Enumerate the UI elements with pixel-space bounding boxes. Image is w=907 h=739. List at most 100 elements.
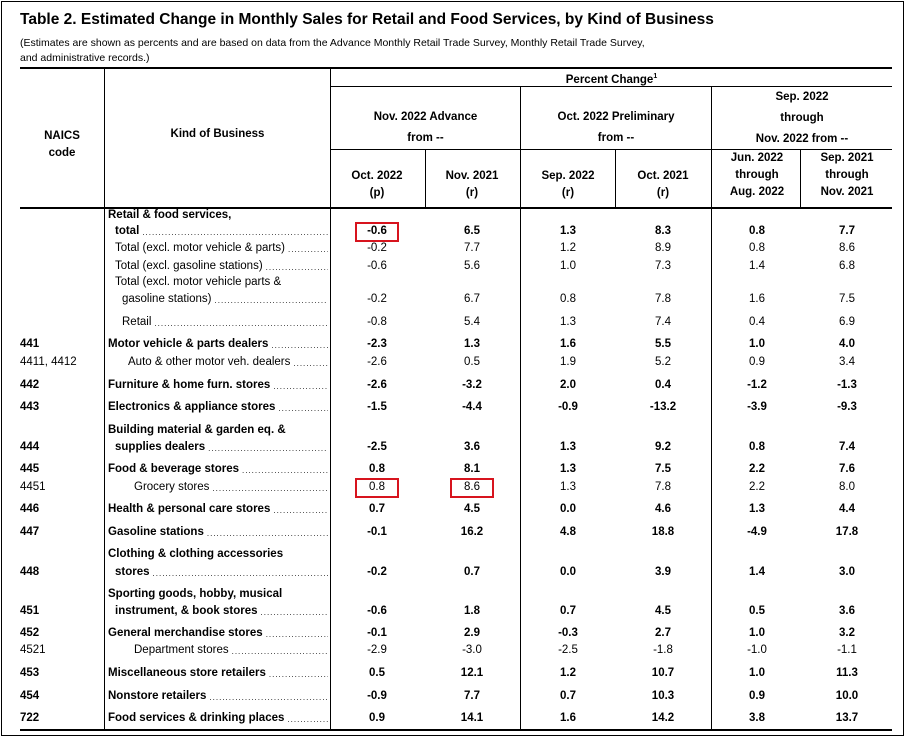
header-group2-line1: Oct. 2022 Preliminary [557, 111, 675, 123]
table-cell: 0.8 [369, 463, 385, 475]
table-cell: -0.6 [367, 260, 387, 272]
column-header-1-line1: Oct. 2022 [351, 170, 403, 182]
table-cell: 1.0 [560, 260, 576, 272]
naics-code: 722 [20, 712, 40, 724]
table-cell: -1.5 [367, 401, 387, 413]
table-cell: -2.6 [367, 379, 387, 391]
col-divider-3 [800, 149, 801, 207]
header-bottom-rule [20, 207, 892, 209]
table-cell: 0.5 [749, 605, 765, 617]
table-cell: 1.2 [560, 242, 576, 254]
table-cell: 4.8 [560, 526, 576, 538]
table-cell: -3.9 [747, 401, 767, 413]
table-cell: -1.1 [837, 644, 857, 656]
table-cell: 0.8 [749, 225, 765, 237]
table-cell: 1.8 [464, 605, 480, 617]
table-cell: 0.8 [369, 481, 385, 493]
header-group3-line3: Nov. 2022 from -- [755, 133, 849, 145]
table-cell: 0.7 [560, 690, 576, 702]
kind-of-business-label: Miscellaneous store retailers [108, 667, 266, 679]
kind-of-business-label: Grocery stores [134, 481, 210, 493]
column-header-5-line2: through [735, 169, 779, 181]
naics-code: 446 [20, 503, 40, 515]
table-cell: 8.0 [839, 481, 855, 493]
table-subtitle-line2: and administrative records.) [20, 52, 150, 64]
table-cell: -2.5 [558, 644, 578, 656]
header-group1-line1: Nov. 2022 Advance [373, 111, 478, 123]
table-cell: 1.0 [749, 627, 765, 639]
table-cell: 7.4 [839, 441, 855, 453]
table-cell: -0.9 [558, 401, 578, 413]
header-group-oct-preliminary: Oct. 2022 Preliminary from -- [521, 109, 711, 147]
naics-code: 448 [20, 566, 40, 578]
leader-dots: ........................................… [278, 404, 328, 413]
header-group2-line2: from -- [597, 132, 635, 144]
table-cell: 2.7 [655, 627, 671, 639]
group-divider-2 [711, 86, 712, 730]
table-cell: -2.6 [367, 356, 387, 368]
leader-dots: ........................................… [214, 296, 329, 305]
table-cell: 14.2 [651, 712, 675, 724]
table-cell: 6.8 [839, 260, 855, 272]
column-header-5: Jun. 2022 through Aug. 2022 [712, 150, 802, 201]
leader-dots: ........................................… [273, 382, 328, 391]
table-cell: 7.7 [839, 225, 855, 237]
kind-of-business-label: Retail [122, 316, 152, 328]
column-header-1: Oct. 2022 (p) [332, 168, 422, 202]
leader-dots: ........................................… [268, 670, 328, 679]
table-cell: 9.2 [655, 441, 671, 453]
code-column-rule [104, 67, 105, 730]
table-cell: 7.3 [655, 260, 671, 272]
column-header-4-line1: Oct. 2021 [637, 170, 689, 182]
table-cell: -0.6 [367, 605, 387, 617]
header-group1-line2: from -- [407, 132, 444, 144]
leader-dots: ........................................… [152, 569, 328, 578]
naics-code: 444 [20, 441, 40, 453]
column-header-4: Oct. 2021 (r) [618, 168, 708, 202]
table-cell: 14.1 [460, 712, 484, 724]
table-cell: 3.0 [839, 566, 855, 578]
column-header-2-line1: Nov. 2021 [445, 170, 499, 182]
kind-of-business-label: Furniture & home furn. stores [108, 379, 271, 391]
column-header-3-line1: Sep. 2022 [541, 170, 595, 182]
table-cell: 1.3 [560, 316, 576, 328]
table-cell: 0.4 [655, 379, 671, 391]
table-cell: 3.4 [839, 356, 855, 368]
table-cell: 6.5 [464, 225, 480, 237]
table-cell: 10.7 [651, 667, 675, 679]
table-cell: 4.0 [839, 338, 855, 350]
table-cell: 16.2 [460, 526, 484, 538]
kind-of-business-label: Total (excl. gasoline stations) [115, 260, 263, 272]
table-cell: 3.8 [749, 712, 765, 724]
naics-code: 451 [20, 605, 40, 617]
column-header-6-line1: Sep. 2021 [820, 152, 874, 164]
kind-of-business-label: Total (excl. motor vehicle & parts) [115, 242, 286, 254]
kind-of-business-prefix: Clothing & clothing accessories [108, 548, 284, 560]
table-cell: 10.0 [835, 690, 859, 702]
header-group3-line1: Sep. 2022 [775, 91, 829, 103]
header-top-rule [20, 67, 892, 69]
col-divider-1 [425, 149, 426, 207]
group-divider-1 [520, 86, 521, 730]
column-header-5-line1: Jun. 2022 [730, 152, 784, 164]
highlight-box [450, 478, 494, 498]
table-cell: 12.1 [460, 667, 484, 679]
table-cell: 0.5 [369, 667, 385, 679]
table-cell: 7.7 [464, 242, 480, 254]
naics-code: 441 [20, 338, 40, 350]
table-cell: -4.9 [747, 526, 767, 538]
table-cell: 10.3 [651, 690, 675, 702]
table-cell: 0.7 [560, 605, 576, 617]
kind-of-business-label: total [115, 225, 140, 237]
kind-of-business-label: Food services & drinking places [108, 712, 285, 724]
kind-of-business-label: gasoline stations) [122, 293, 212, 305]
table-cell: 0.9 [749, 356, 765, 368]
table-cell: 3.6 [464, 441, 480, 453]
table-cell: 0.8 [749, 441, 765, 453]
column-header-5-line3: Aug. 2022 [729, 186, 785, 198]
column-header-6-line3: Nov. 2021 [820, 186, 874, 198]
table-cell: 0.9 [369, 712, 385, 724]
table-cell: -3.0 [462, 644, 482, 656]
table-cell: 4.5 [464, 503, 480, 515]
table-cell: 5.4 [464, 316, 480, 328]
